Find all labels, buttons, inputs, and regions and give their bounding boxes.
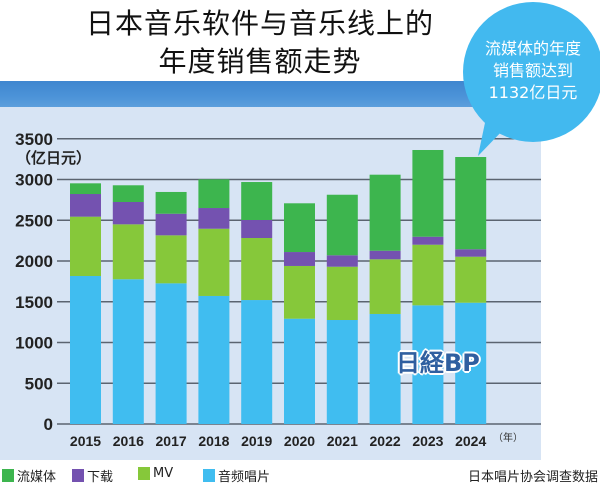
callout-line3: 1132亿日元 [488,83,578,102]
bar-download-2020 [284,252,315,266]
bar-mv-2018 [198,228,230,296]
legend-label-download: 下载 [87,470,114,485]
bar-mv-2017 [155,235,187,284]
legend-swatch-audio [203,469,215,482]
y-tick-label: 2000 [15,252,53,271]
legend-item-audio: 音频唱片 [203,466,270,485]
chart-title-line1: 日本音乐软件与音乐线上的 [85,7,434,40]
bar-streaming-2020 [284,203,315,253]
y-tick-label: 3000 [15,171,53,190]
bar-audio-2022 [369,313,401,424]
y-tick-label: 1000 [15,334,53,353]
bar-streaming-2024 [455,157,487,250]
bar-download-2015 [70,194,101,217]
bar-mv-2019 [241,238,273,301]
y-tick-label: 500 [25,374,53,393]
bar-download-2016 [112,201,144,225]
x-tick-label: 2022 [370,433,401,449]
legend-label-mv: MV [153,466,174,481]
bar-streaming-2016 [112,185,144,202]
bar-audio-2023 [412,305,444,424]
x-tick-label: 2018 [198,433,229,449]
bar-streaming-2021 [326,194,358,256]
bar-mv-2022 [369,259,401,314]
x-tick-label: 2024 [455,433,486,449]
bar-streaming-2017 [155,191,187,214]
legend-item-streaming: 流媒体 [2,466,56,485]
x-tick-label: 2021 [327,433,358,449]
y-tick-label: 0 [44,415,53,434]
bar-audio-2019 [241,300,273,424]
bar-audio-2016 [112,279,144,424]
bar-audio-2024 [455,302,487,424]
callout-text: 流媒体的年度 销售额达到 1132亿日元 [463,38,600,104]
callout-line2: 销售额达到 [492,61,573,80]
y-axis-ticks: 0 500 1000 1500 2000 2500 3000 3500 [15,130,53,434]
bar-download-2019 [241,220,273,239]
legend: 流媒体 下载 MV 音频唱片 日本唱片协会调查数据 [0,462,600,485]
bar-audio-2021 [326,320,358,424]
bar-mv-2021 [326,266,358,321]
legend-label-streaming: 流媒体 [17,470,57,485]
bar-streaming-2015 [70,183,101,195]
bar-audio-2018 [198,295,230,424]
y-tick-label: 1500 [15,293,53,312]
callout-line1: 流媒体的年度 [484,39,581,58]
callout-bubble [463,2,600,142]
bar-audio-2020 [284,318,315,424]
bar-download-2024 [455,249,487,257]
legend-item-mv: MV [138,466,173,481]
x-tick-label: 2015 [70,433,101,449]
bar-streaming-2023 [412,149,444,237]
bar-mv-2024 [455,256,487,303]
legend-item-download: 下载 [72,466,113,485]
y-axis-unit: （亿日元） [16,149,91,167]
x-tick-label: 2016 [113,433,144,449]
bar-download-2023 [412,236,444,245]
bars [70,149,487,424]
x-axis-unit: （年） [493,431,523,444]
bar-download-2017 [155,213,187,236]
bar-streaming-2019 [241,182,273,221]
bar-download-2021 [326,255,358,267]
legend-swatch-streaming [2,469,14,482]
bar-mv-2015 [70,216,101,276]
bar-audio-2017 [155,283,187,424]
bar-audio-2015 [70,275,101,424]
x-tick-label: 2019 [241,433,272,449]
legend-swatch-download [72,469,84,482]
x-axis-ticks: 2015 2016 2017 2018 2019 2020 2021 2022 2023 2024 [70,433,487,449]
bar-download-2018 [198,208,230,229]
chart-title-line2: 年度销售额走势 [158,45,362,78]
bar-mv-2023 [412,244,444,306]
y-tick-label: 3500 [15,130,53,149]
bar-streaming-2018 [198,179,230,209]
bar-download-2022 [369,250,401,260]
publisher-logo: 日経BP [396,349,480,377]
x-tick-label: 2020 [284,433,315,449]
y-tick-label: 2500 [15,211,53,230]
legend-swatch-mv [138,467,150,480]
legend-label-audio: 音频唱片 [218,470,271,485]
x-tick-label: 2017 [156,433,187,449]
bar-streaming-2022 [369,174,401,251]
bar-mv-2016 [112,224,144,280]
data-source: 日本唱片协会调查数据 [467,470,598,485]
bar-mv-2020 [284,265,315,319]
x-tick-label: 2023 [412,433,443,449]
